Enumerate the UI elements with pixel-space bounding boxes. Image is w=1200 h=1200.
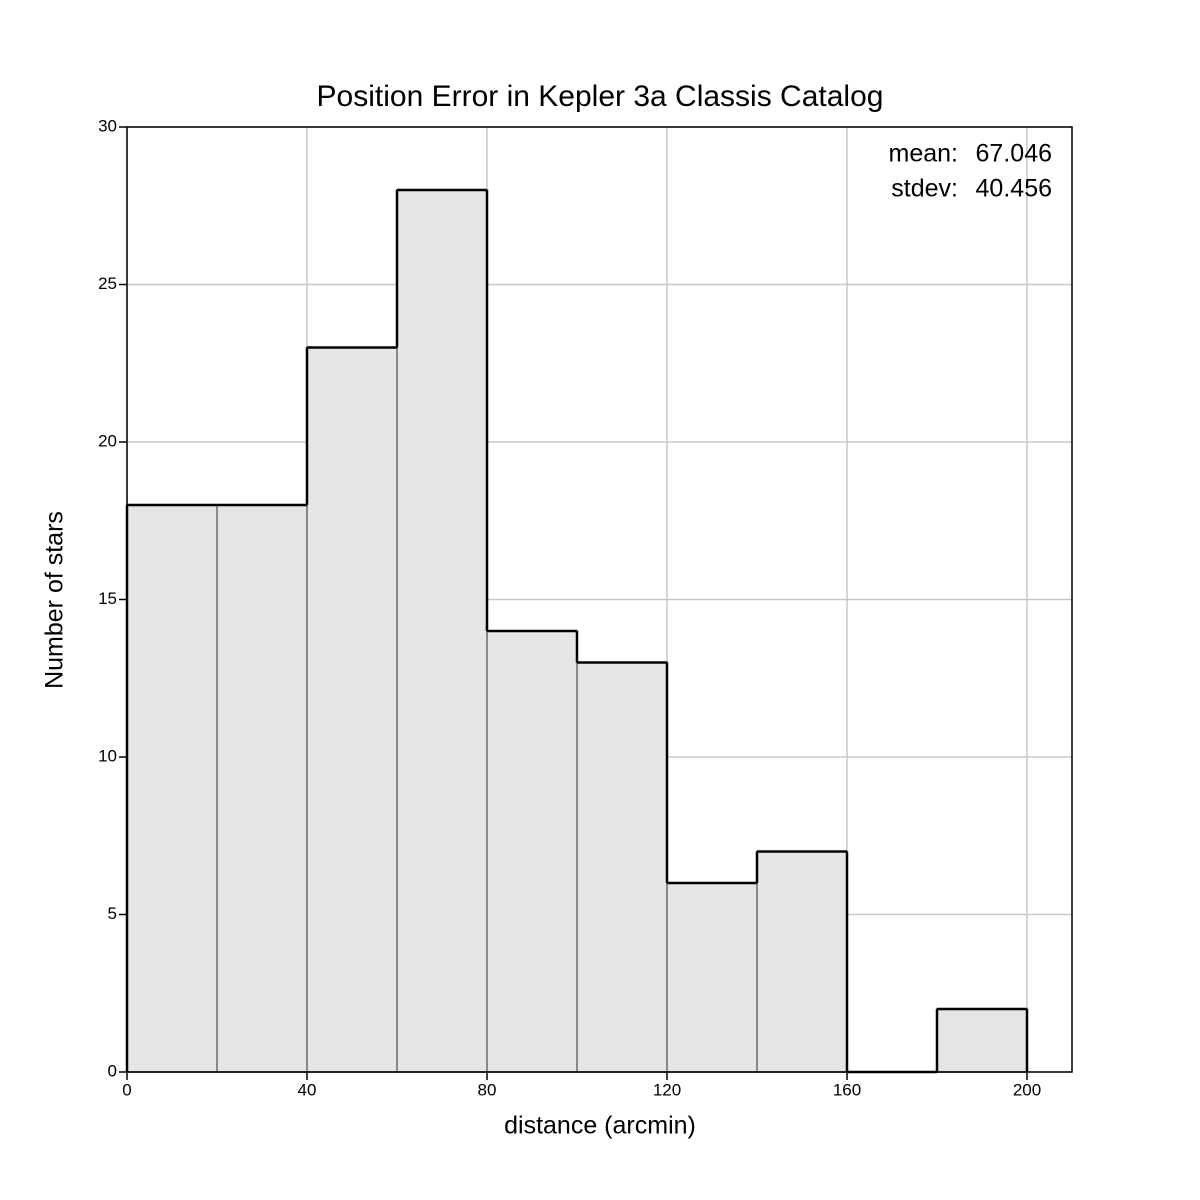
bar — [486, 630, 578, 1073]
y-tick-label: 30 — [98, 116, 117, 135]
y-tick-label: 0 — [108, 1061, 117, 1080]
bar — [216, 504, 308, 1073]
x-tick-label: 80 — [478, 1080, 497, 1099]
y-tick-label: 5 — [108, 904, 117, 923]
chart-title: Position Error in Kepler 3a Classis Cata… — [317, 80, 884, 113]
y-tick-label: 20 — [98, 431, 117, 450]
x-tick-label: 120 — [653, 1080, 681, 1099]
bar — [576, 661, 668, 1073]
x-axis-label: distance (arcmin) — [504, 1112, 696, 1140]
annotation-value: 40.456 — [976, 175, 1052, 203]
annotation-value: 67.046 — [976, 140, 1052, 168]
bar — [666, 882, 758, 1073]
x-tick-label: 0 — [122, 1080, 131, 1099]
bar — [306, 346, 398, 1073]
bar — [396, 189, 488, 1073]
x-tick-label: 200 — [1013, 1080, 1041, 1099]
y-tick-label: 10 — [98, 746, 117, 765]
bar — [126, 504, 218, 1073]
annotation-label: stdev: — [891, 175, 958, 203]
x-tick-label: 40 — [298, 1080, 317, 1099]
bar — [936, 1008, 1028, 1073]
y-tick-label: 15 — [98, 589, 117, 608]
annotation-label: mean: — [889, 140, 958, 168]
bar — [756, 850, 848, 1073]
y-tick-label: 25 — [98, 274, 117, 293]
x-tick-label: 160 — [833, 1080, 861, 1099]
plot-frame — [126, 126, 1073, 1073]
y-axis-label: Number of stars — [41, 511, 69, 689]
